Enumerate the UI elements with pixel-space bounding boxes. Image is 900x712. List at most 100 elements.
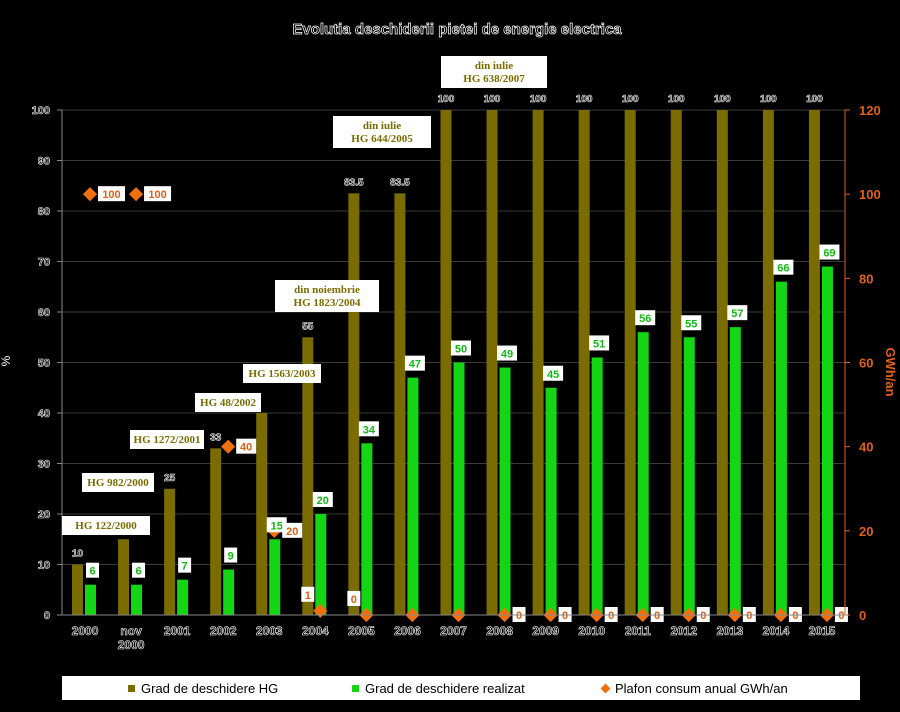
bar-hg bbox=[762, 110, 774, 615]
bar-hg bbox=[486, 110, 498, 615]
data-label-plafon: 0 bbox=[562, 610, 568, 622]
x-tick-label: 2007 bbox=[440, 624, 467, 638]
data-label-realizat: 15 bbox=[271, 520, 283, 532]
legend-label-plafon: Plafon consum anual GWh/an bbox=[615, 681, 788, 696]
bar-realizat bbox=[407, 377, 419, 615]
annotation-box bbox=[275, 280, 379, 312]
data-label-hg: 100 bbox=[806, 94, 823, 105]
data-label-bg-realizat bbox=[132, 562, 146, 578]
annotation-box bbox=[441, 56, 547, 88]
data-label-bg-plafon bbox=[282, 522, 303, 538]
bar-realizat bbox=[821, 266, 833, 615]
data-label-bg-realizat bbox=[819, 244, 840, 260]
annotation-box bbox=[62, 516, 150, 535]
y-tick-label-left: 20 bbox=[38, 509, 50, 521]
x-tick-label: 2002 bbox=[210, 624, 237, 638]
bar-hg bbox=[716, 110, 728, 615]
marker-plafon bbox=[221, 439, 236, 454]
bar-realizat bbox=[591, 357, 603, 615]
x-tick-label: 2000 bbox=[72, 624, 99, 638]
y-tick-label-right: 120 bbox=[859, 103, 881, 118]
data-label-realizat: 6 bbox=[135, 566, 141, 578]
chart-title: Evolutia deschiderii pietei de energie e… bbox=[292, 21, 622, 38]
data-label-realizat: 69 bbox=[823, 248, 835, 260]
y-tick-label-left: 30 bbox=[38, 459, 50, 471]
x-tick-label: 2008 bbox=[486, 624, 513, 638]
data-label-bg-realizat bbox=[178, 557, 192, 573]
bar-realizat bbox=[545, 387, 557, 615]
bar-realizat bbox=[269, 539, 281, 615]
data-label-bg-realizat bbox=[450, 340, 471, 356]
bar-hg bbox=[578, 110, 590, 615]
data-label-hg: 83.5 bbox=[344, 177, 364, 188]
bar-hg bbox=[808, 110, 820, 615]
data-label-realizat: 66 bbox=[777, 263, 789, 275]
annotation-text: HG 1563/2003 bbox=[249, 368, 316, 380]
annotation-box bbox=[333, 116, 431, 148]
legend-label-realizat: Grad de deschidere realizat bbox=[365, 681, 525, 696]
data-label-bg-plafon bbox=[98, 186, 125, 202]
marker-plafon bbox=[82, 187, 98, 202]
data-label-bg-realizat bbox=[497, 345, 518, 361]
x-tick-label: 2014 bbox=[763, 624, 790, 638]
data-label-bg-plafon bbox=[144, 186, 172, 202]
y-tick-label-right: 40 bbox=[859, 440, 873, 455]
annotation-text: HG 638/2007 bbox=[463, 73, 525, 85]
bar-hg bbox=[440, 110, 452, 615]
data-label-realizat: 50 bbox=[455, 344, 467, 356]
data-label-hg: 100 bbox=[530, 94, 547, 105]
data-label-hg: 83.5 bbox=[390, 177, 410, 188]
marker-plafon bbox=[313, 603, 328, 618]
data-label-hg: 100 bbox=[760, 94, 777, 105]
marker-plafon bbox=[128, 187, 144, 202]
x-tick-label: 2005 bbox=[348, 624, 375, 638]
bar-realizat bbox=[85, 584, 96, 615]
y-tick-label-left: 90 bbox=[38, 156, 50, 168]
data-label-bg-realizat bbox=[681, 315, 702, 331]
data-label-bg-plafon bbox=[347, 591, 361, 606]
data-label-hg: 100 bbox=[438, 94, 455, 105]
data-label-realizat: 9 bbox=[228, 551, 234, 563]
x-tick-label: 2015 bbox=[809, 624, 836, 638]
bar-hg bbox=[72, 564, 83, 615]
bar-hg bbox=[118, 539, 130, 615]
y-tick-label-left: 50 bbox=[38, 358, 50, 370]
x-tick-label: 2003 bbox=[256, 624, 283, 638]
data-label-realizat: 49 bbox=[501, 349, 513, 361]
data-label-plafon: 20 bbox=[286, 526, 298, 538]
bar-hg bbox=[532, 110, 544, 615]
annotation-box bbox=[82, 473, 154, 492]
data-label-realizat: 45 bbox=[547, 369, 559, 381]
y-tick-label-right: 20 bbox=[859, 524, 873, 539]
bar-realizat bbox=[775, 281, 787, 615]
data-label-plafon: 40 bbox=[240, 442, 252, 454]
bar-realizat bbox=[131, 584, 143, 615]
x-tick-label: 2012 bbox=[670, 624, 697, 638]
data-label-realizat: 47 bbox=[409, 359, 421, 371]
data-label-plafon: 0 bbox=[746, 610, 752, 622]
data-label-realizat: 34 bbox=[363, 424, 376, 436]
data-label-realizat: 6 bbox=[89, 566, 95, 578]
data-label-plafon: 0 bbox=[654, 610, 660, 622]
data-label-hg: 100 bbox=[714, 94, 731, 105]
data-label-bg-realizat bbox=[404, 355, 425, 371]
data-label-bg-plafon bbox=[236, 438, 257, 454]
annotation-text: HG 1272/2001 bbox=[134, 434, 201, 446]
bar-realizat bbox=[637, 332, 649, 615]
data-label-bg-realizat bbox=[312, 492, 333, 507]
annotation-text: HG 982/2000 bbox=[87, 477, 149, 489]
data-label-bg-realizat bbox=[266, 517, 287, 533]
bar-hg bbox=[164, 488, 176, 615]
x-tick-label: 2006 bbox=[394, 624, 421, 638]
x-tick-label: 2004 bbox=[302, 624, 329, 638]
data-label-realizat: 55 bbox=[685, 318, 697, 330]
bar-realizat bbox=[361, 443, 373, 615]
data-label-plafon: 0 bbox=[516, 610, 522, 622]
y-tick-label-right: 0 bbox=[859, 608, 866, 623]
y-tick-label-left: 0 bbox=[44, 610, 50, 622]
data-label-bg-plafon bbox=[301, 586, 315, 602]
legend-swatch-plafon bbox=[600, 683, 611, 694]
y-tick-label-left: 40 bbox=[38, 408, 50, 420]
data-label-hg: 100 bbox=[576, 94, 593, 105]
